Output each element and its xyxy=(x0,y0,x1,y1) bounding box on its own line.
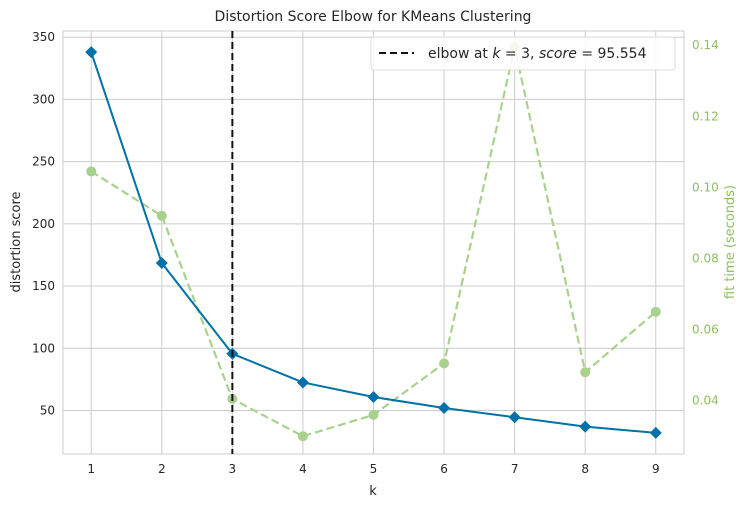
distortion-point xyxy=(579,420,592,433)
y2-tick-label: 0.04 xyxy=(692,394,719,408)
distortion-point xyxy=(649,426,662,439)
fit-time-point xyxy=(368,409,379,420)
y2-tick-label: 0.12 xyxy=(692,109,719,123)
y2-tick-label: 0.08 xyxy=(692,251,719,265)
fit-time-point xyxy=(156,210,167,221)
x-tick-label: 9 xyxy=(652,462,660,476)
legend-score-word: score xyxy=(539,46,577,62)
y-tick-label: 350 xyxy=(32,30,55,44)
distortion-point xyxy=(155,257,168,270)
legend-prefix: elbow at xyxy=(428,46,492,62)
distortion-point xyxy=(367,391,380,404)
x-axis-label: k xyxy=(369,484,377,499)
legend-score-value: = 95.554 xyxy=(577,46,647,62)
legend-label: elbow at k = 3, score = 95.554 xyxy=(428,46,647,62)
x-tick-label: 7 xyxy=(511,462,519,476)
y2-tick-label: 0.14 xyxy=(692,38,719,52)
plot-frame xyxy=(62,30,685,455)
fit-time-point xyxy=(297,431,308,442)
left-axis-ticks: 50 100 150 200 250 300 350 xyxy=(32,30,55,417)
distortion-point xyxy=(85,46,98,59)
fit-time-point xyxy=(439,358,450,369)
legend-k: k xyxy=(492,46,501,62)
y-tick-label: 250 xyxy=(32,155,55,169)
x-tick-label: 1 xyxy=(87,462,95,476)
legend-box xyxy=(370,36,676,71)
y-tick-label: 100 xyxy=(32,341,55,355)
y2-axis-label: fit time (seconds) xyxy=(723,185,738,299)
chart-title: Distortion Score Elbow for KMeans Cluste… xyxy=(215,9,532,25)
legend-eq: = 3, xyxy=(500,46,538,62)
chart-series xyxy=(85,41,662,442)
x-tick-label: 6 xyxy=(440,462,448,476)
x-tick-label: 2 xyxy=(158,462,166,476)
y-axis-label: distortion score xyxy=(9,192,24,293)
x-tick-label: 8 xyxy=(581,462,589,476)
x-tick-label: 4 xyxy=(299,462,307,476)
fit-time-point xyxy=(580,367,591,378)
fit-time-point xyxy=(86,166,97,177)
x-axis-ticks: 1 2 3 4 5 6 7 8 9 xyxy=(87,462,659,476)
y2-tick-label: 0.06 xyxy=(692,323,719,337)
y-tick-label: 50 xyxy=(40,403,55,417)
fit-time-point xyxy=(650,306,661,317)
right-axis-ticks: 0.04 0.06 0.08 0.10 0.12 0.14 xyxy=(692,38,719,407)
x-tick-label: 3 xyxy=(229,462,237,476)
x-tick-label: 5 xyxy=(370,462,378,476)
legend: elbow at k = 3, score = 95.554 xyxy=(370,36,676,71)
distortion-point xyxy=(296,376,309,389)
y-tick-label: 150 xyxy=(32,279,55,293)
y-tick-label: 300 xyxy=(32,92,55,106)
distortion-point xyxy=(438,401,451,414)
distortion-point xyxy=(508,411,521,424)
y2-tick-label: 0.10 xyxy=(692,180,719,194)
y-tick-label: 200 xyxy=(32,217,55,231)
